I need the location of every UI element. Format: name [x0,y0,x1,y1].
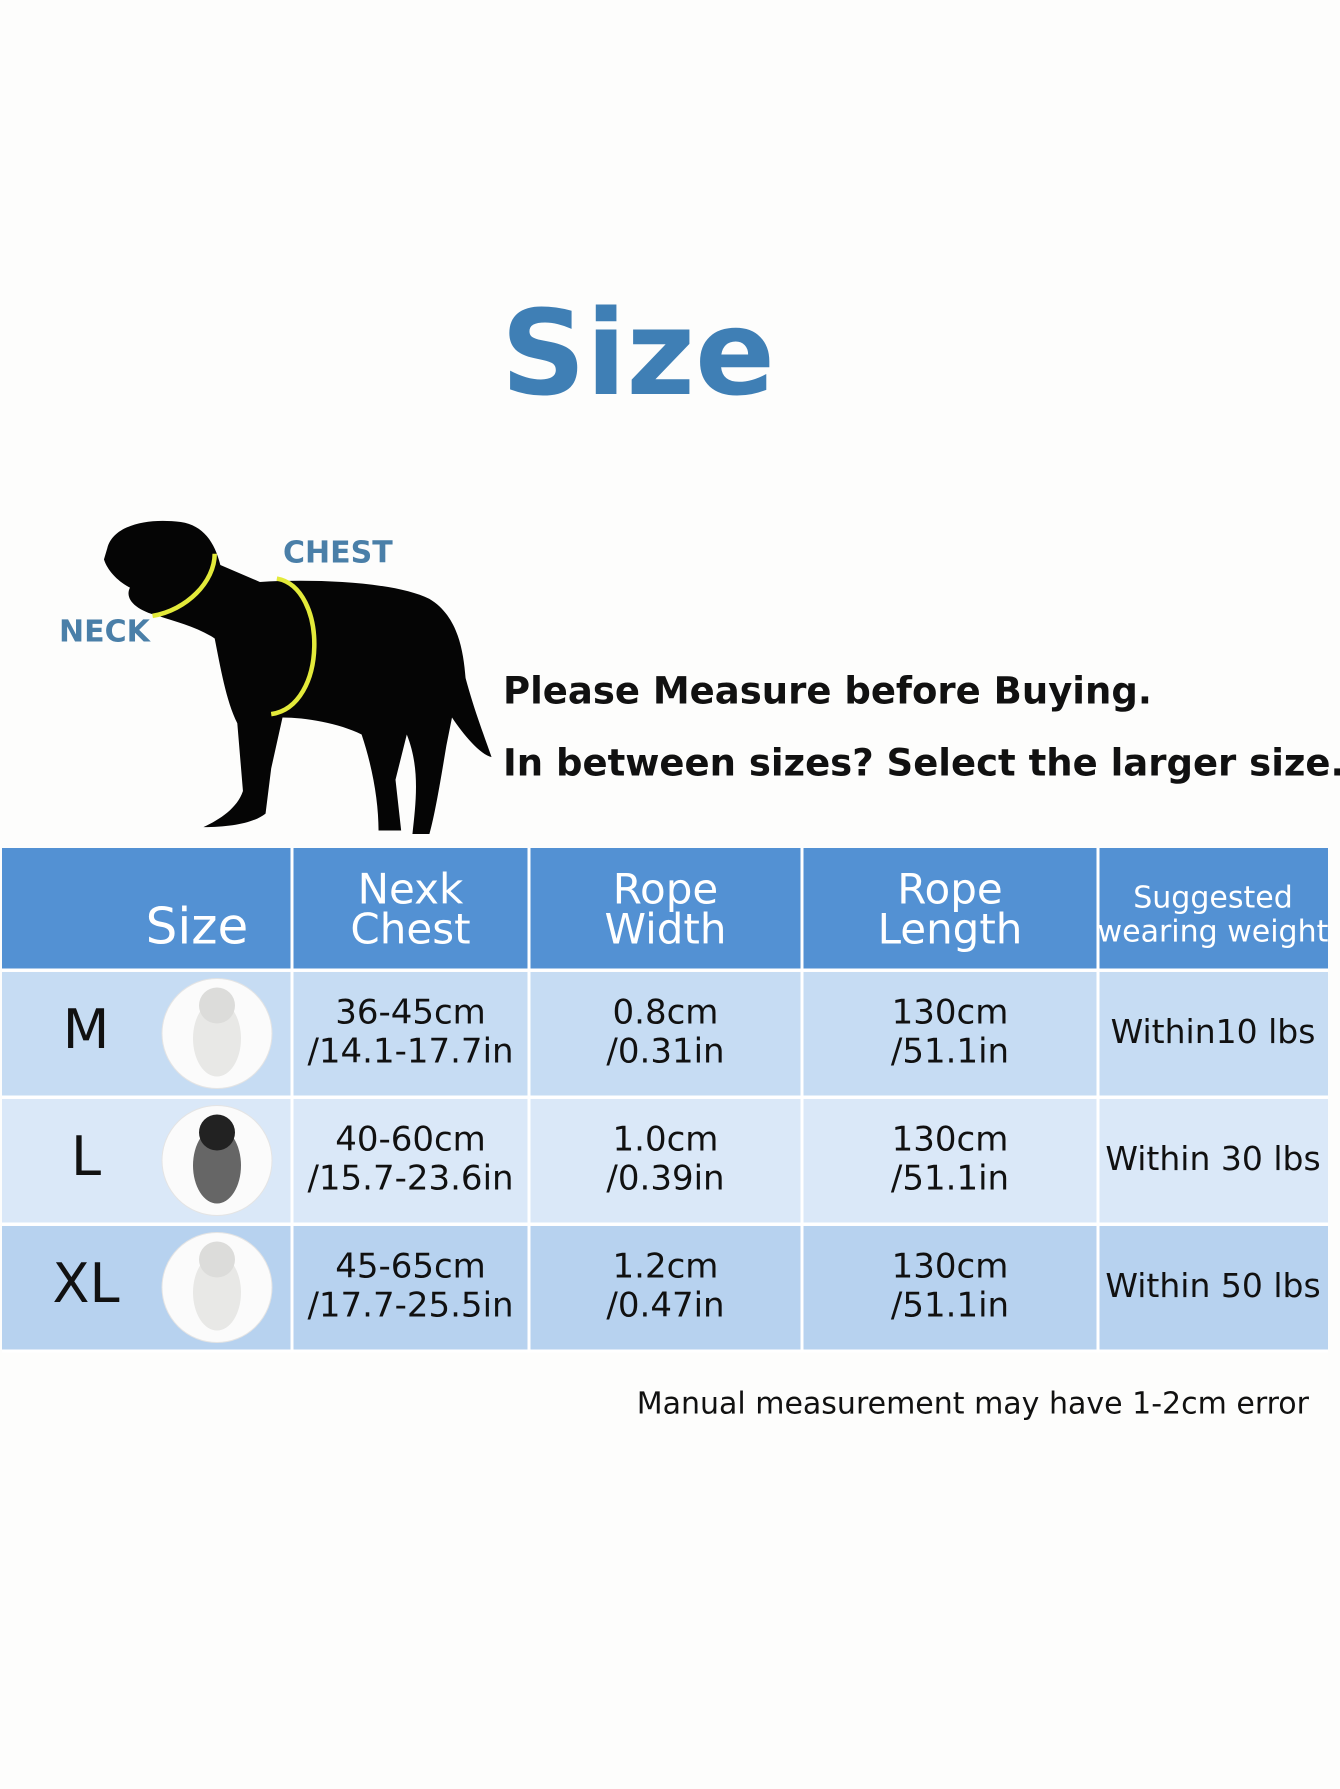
cell-text: /51.1in [891,1032,1009,1072]
cell-text: wearing weight [1098,915,1329,950]
cell-text: /0.31in [606,1032,724,1072]
neck-label: NECK [59,615,152,650]
dog-photo-head [199,1114,235,1151]
title: Size [501,284,775,422]
cell-text: /0.39in [606,1159,724,1199]
dog-photo-head [199,1241,235,1278]
note: Please Measure before Buying. [503,670,1152,713]
cell-text: 130cm [892,993,1009,1033]
cell-text: Chest [350,905,470,954]
dog-silhouette [103,520,492,834]
note: In between sizes? Select the larger size… [503,742,1340,785]
cell-text: Size [146,898,249,956]
dog-photo-figure [193,1127,241,1204]
header-bg [2,848,1328,970]
cell-text: Length [878,905,1023,954]
size-table: SizeNexkChestRopeWidthRopeLengthSuggeste… [2,848,1329,1353]
cell-text: Suggested [1133,881,1293,916]
cell-text: /51.1in [891,1159,1009,1199]
cell-text: /51.1in [891,1286,1009,1326]
cell-text: 0.8cm [613,993,719,1033]
cell-text: Within 30 lbs [1105,1139,1320,1178]
cell-text: /17.7-25.5in [307,1286,513,1326]
cell-text: 36-45cm [335,993,486,1033]
cell-text: Rope [613,865,719,914]
cell-text: Within 50 lbs [1105,1266,1320,1305]
dog-photo-figure [193,1254,241,1331]
cell-text: Rope [897,865,1003,914]
cell-text: /15.7-23.6in [307,1159,513,1199]
cell-text: 40-60cm [335,1120,486,1160]
cell-text: 45-65cm [335,1247,486,1287]
size-label: L [71,1125,101,1188]
dog-photo-figure [193,1000,241,1077]
cell-text: Within10 lbs [1111,1012,1316,1051]
cell-text: 130cm [892,1120,1009,1160]
cell-text: 130cm [892,1247,1009,1287]
footnote: Manual measurement may have 1-2cm error [637,1387,1310,1422]
cell-text: /0.47in [606,1286,724,1326]
dog-photo-head [199,987,235,1024]
cell-text: Nexk [358,865,464,914]
size-label: XL [52,1252,119,1315]
cell-text: /14.1-17.7in [307,1032,513,1072]
cell-text: Width [604,905,726,954]
chest-label: CHEST [283,536,393,571]
cell-text: 1.2cm [613,1247,719,1287]
cell-text: 1.0cm [613,1120,719,1160]
size-label: M [63,998,110,1061]
